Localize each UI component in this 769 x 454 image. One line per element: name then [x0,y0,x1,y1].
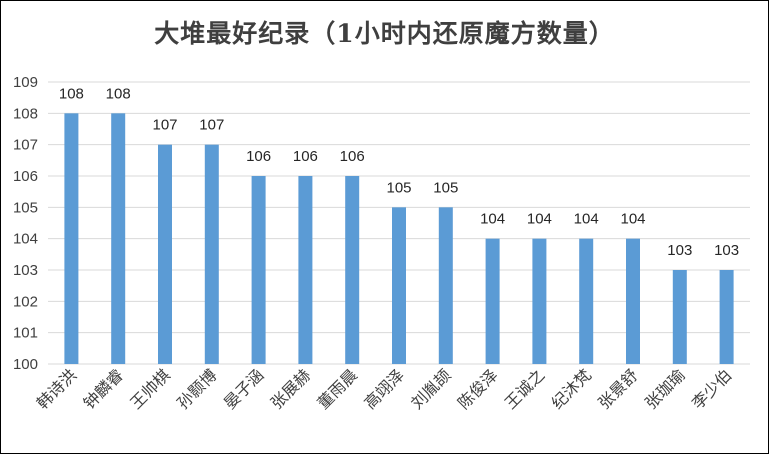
x-tick-label: 刘胤颉 [407,365,454,412]
bar [111,113,126,364]
bar [532,238,547,364]
x-tick-label: 王帅棋 [126,365,173,412]
y-tick-label: 105 [13,199,38,216]
y-tick-label: 100 [13,356,38,373]
bar [251,176,266,364]
bar [64,113,79,364]
data-label: 103 [667,242,692,259]
y-tick-label: 106 [13,168,38,185]
x-tick-label: 纪沐梵 [548,365,595,412]
x-tick-label: 陈俊泽 [454,365,501,412]
bar [672,270,687,364]
y-tick-label: 109 [13,74,38,91]
x-tick-label: 钟麟睿 [80,365,127,412]
data-label: 106 [340,148,365,165]
y-tick-label: 107 [13,137,38,154]
data-label: 105 [433,179,458,196]
x-tick-label: 韩诗洪 [33,365,80,412]
data-label: 104 [620,211,645,228]
y-axis: 100 101 102 103 104 105 106 107 108 109 [13,74,38,373]
data-label: 104 [574,211,599,228]
data-label: 104 [480,211,505,228]
y-tick-label: 102 [13,293,38,310]
x-tick-label: 董雨晨 [314,365,361,412]
x-tick-label: 王诚之 [501,365,548,412]
data-label: 103 [714,242,739,259]
data-labels: 108 108 107 107 106 106 106 105 105 104 104 104 104 1… [59,85,739,259]
bar [579,238,594,364]
bar [298,176,313,364]
bar [485,238,500,364]
data-label: 106 [246,148,271,165]
data-label: 104 [527,211,552,228]
data-label: 108 [59,85,84,102]
bar [158,144,172,364]
x-tick-label: 孙颢博 [173,365,220,412]
data-label: 108 [106,85,131,102]
bar [626,238,640,364]
y-tick-label: 101 [13,325,38,342]
data-label: 107 [152,117,177,134]
bar [438,207,453,364]
bar [719,270,734,364]
x-tick-label: 张展赫 [267,365,314,412]
y-tick-label: 104 [13,231,38,248]
x-tick-label: 高翊泽 [360,365,407,412]
data-label: 107 [199,117,224,134]
chart-title: 大堆最好纪录（1小时内还原魔方数量） [154,19,615,48]
bar [204,144,219,364]
bar [345,176,360,364]
x-tick-label: 李少伯 [688,365,735,412]
bars [64,113,734,364]
y-tick-label: 108 [13,105,38,122]
data-label: 105 [386,179,411,196]
x-tick-label: 张珈瑜 [641,365,688,412]
y-tick-label: 103 [13,262,38,279]
x-tick-label: 晏子涵 [220,365,267,412]
data-label: 106 [293,148,318,165]
x-axis: 韩诗洪 钟麟睿 王帅棋 孙颢博 晏子涵 张展赫 董雨晨 高翊泽 刘胤颉 陈俊泽 王诚之 纪沐梵 张景舒张… [33,365,736,412]
x-tick-label: 张景舒 [594,365,641,412]
bar [392,207,406,364]
